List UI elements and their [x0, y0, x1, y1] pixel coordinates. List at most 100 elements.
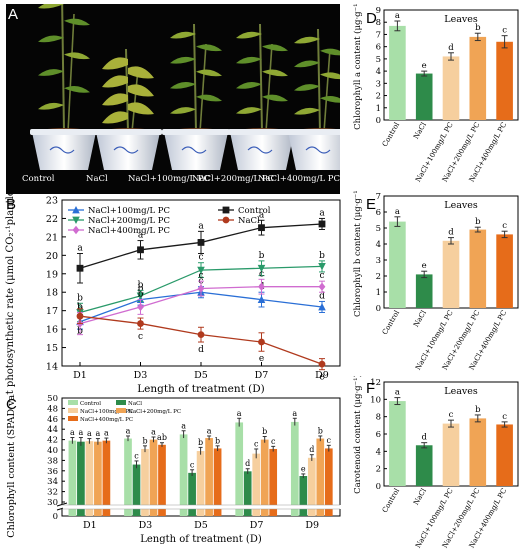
plant-pot-3: [162, 23, 230, 170]
bar: [415, 445, 433, 486]
bar-control: [290, 421, 299, 516]
significance-letter: c: [502, 26, 507, 36]
plant-leaf: [170, 56, 196, 64]
y-tick-label: 34: [47, 477, 58, 487]
panel-label-b: B: [6, 196, 17, 213]
bar-nacl: [243, 471, 252, 516]
y-tick-label: 7: [376, 30, 381, 40]
bar-control: [124, 438, 132, 516]
significance-letter: b: [142, 436, 147, 445]
y-axis-label: Net photosynthetic rate (μmol CO₂·¹plant…: [5, 194, 16, 394]
significance-letter: a: [126, 426, 131, 435]
legend-label: NaCl+100mg/L PC: [80, 409, 133, 415]
series-nacl: b c d e e: [76, 308, 326, 383]
plant-stem: [317, 28, 321, 133]
plant-leaf: [196, 69, 222, 77]
y-tick-label: 1: [376, 288, 381, 298]
panel-label-a: A: [8, 6, 19, 23]
y-tick-label: 8: [376, 413, 381, 423]
series-nacl-200mg-l-pc: bbc b b: [76, 251, 326, 323]
data-point: [76, 264, 84, 272]
plant-leaf: [170, 82, 196, 89]
bar-nacl: [132, 464, 141, 516]
significance-letter: ab: [157, 433, 167, 442]
data-point: [257, 264, 266, 273]
significance-letter: e: [319, 373, 324, 383]
bar: [469, 229, 487, 308]
plant-stem: [131, 68, 139, 133]
y-axis-label: Chlorophyll content (SPAD value): [6, 394, 17, 538]
y-tick-label: 8: [376, 18, 381, 28]
plant-stem: [259, 23, 263, 133]
plant-leaf: [320, 48, 340, 56]
chart-chlorophyll-b: Leaves01234567aControleNaCldNaCl+100mg/L…: [352, 190, 519, 371]
y-tick-label: 6: [376, 430, 381, 440]
significance-letter: a: [259, 210, 265, 220]
data-point: [72, 206, 80, 214]
data-point: [197, 331, 205, 339]
legend-label: NaCl: [238, 216, 260, 226]
bar: [389, 221, 406, 308]
data-point: [258, 224, 265, 232]
data-point: [318, 263, 326, 271]
significance-letter: b: [475, 405, 481, 415]
series-control: a a a a a: [76, 208, 326, 284]
y-tick-label: 9: [376, 6, 381, 16]
significance-letter: b: [475, 23, 481, 33]
significance-letter: a: [96, 429, 101, 438]
bar-nacl-400mg-l-pc: [269, 448, 278, 516]
chart-net-photosynthetic-rate: 14 15 16 17 18 19 20 21 22 23 D1 D3 D5 D7 D9 Length of …: [5, 194, 341, 394]
bar-nacl: [299, 476, 308, 516]
significance-letter: a: [237, 409, 242, 418]
y-tick-label: 19: [46, 269, 58, 280]
plant-stem: [199, 43, 207, 133]
legend-swatch: [68, 400, 78, 405]
data-point: [258, 282, 265, 291]
bar-control: [68, 440, 77, 516]
plant-stem: [61, 4, 65, 133]
chart-carotenoid: Leaves024681012aControldNaClcNaCl+100mg/…: [352, 376, 519, 549]
significance-letter: a: [77, 243, 83, 253]
plant-leaf: [64, 52, 90, 60]
y-axis-label: Carotenoid content (μg·g⁻¹): [352, 376, 363, 494]
bar: [389, 401, 406, 486]
bar-nacl-200mg-l-pc: [316, 438, 325, 516]
significance-letter: a: [395, 388, 400, 398]
x-tick-label: D9: [315, 370, 329, 381]
legend-label: NaCl+400mg/L PC: [88, 226, 170, 236]
significance-letter: b: [138, 280, 144, 290]
significance-letter: c: [259, 269, 264, 279]
significance-letter: c: [138, 332, 143, 342]
plant-stem: [193, 23, 197, 133]
significance-letter: c: [319, 271, 324, 281]
plant-photo: Control NaCl NaCl+100mg/L PC NaCl+200mg/…: [6, 4, 340, 194]
y-tick-label: 2: [376, 465, 381, 475]
y-tick-label: 3: [376, 256, 381, 266]
y-tick-label: 1: [376, 104, 381, 114]
pot-rim: [228, 129, 296, 135]
legend-swatch: [68, 416, 78, 421]
y-tick-label: 0: [376, 304, 381, 314]
bar: [389, 25, 406, 121]
y-tick-label: 36: [47, 467, 58, 477]
bar-nacl-100mg-l-pc: [85, 441, 94, 516]
photo-label-pc200: NaCl+200mg/L PC: [192, 174, 275, 184]
plant-leaf: [38, 35, 64, 43]
plant-leaf: [294, 36, 320, 44]
data-point: [137, 320, 144, 327]
y-tick-label: 4: [376, 447, 381, 457]
y-tick-label: 4: [376, 67, 381, 77]
photo-label-nacl: NaCl: [86, 174, 108, 184]
photo-label-control: Control: [22, 174, 55, 184]
y-tick-label: 40: [47, 446, 58, 456]
axis-break-mark: [56, 502, 68, 507]
pot-pattern: [49, 146, 75, 154]
significance-letter: c: [254, 439, 259, 448]
y-tick-label: 4: [376, 240, 381, 250]
y-tick-label: 14: [46, 362, 58, 373]
legend-label: NaCl+100mg/L PC: [88, 206, 170, 216]
pot-pattern: [247, 146, 273, 154]
data-point: [72, 225, 80, 235]
data-point: [318, 282, 326, 291]
